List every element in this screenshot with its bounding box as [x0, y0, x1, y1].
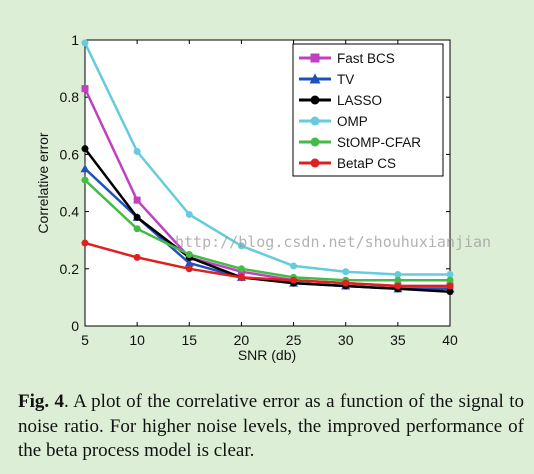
- data-point: [446, 282, 454, 290]
- data-point: [184, 258, 194, 267]
- figure-panel: 5 10 15 20 25 30 35 40 0 0.2 0.4 0.6 0.8 1 http://blo…: [35, 32, 492, 363]
- data-point: [394, 271, 402, 279]
- x-tick-label: 35: [390, 332, 406, 348]
- y-tick-label: 0.8: [60, 89, 80, 105]
- data-point: [185, 251, 193, 258]
- legend-label: StOMP-CFAR: [337, 135, 421, 150]
- data-point: [290, 276, 298, 284]
- legend-label: OMP: [337, 114, 368, 129]
- x-tick-label: 20: [234, 332, 250, 348]
- x-axis-title: SNR (db): [238, 347, 296, 363]
- watermark-text: http://blog.csdn.net/shouhuxianjian: [175, 233, 491, 251]
- x-tick-label: 25: [286, 332, 302, 348]
- data-point: [133, 213, 141, 221]
- legend-label: TV: [337, 72, 354, 87]
- caption-text: . A plot of the correlative error as a f…: [18, 391, 524, 461]
- y-tick-label: 0.6: [60, 146, 80, 162]
- legend-marker: [310, 137, 320, 147]
- x-tick-label: 10: [129, 332, 145, 348]
- legend: Fast BCS TV LASSO OMP StOMP-CFAR BetaP CS: [292, 43, 444, 177]
- y-tick-label: 0.4: [60, 204, 80, 220]
- y-tick-label: 1: [71, 32, 79, 48]
- data-point: [133, 148, 141, 156]
- data-point: [446, 288, 454, 296]
- axis-ticks: 5 10 15 20 25 30 35 40 0 0.2 0.4 0.6 0.8 1: [60, 32, 458, 348]
- figure-caption: Fig. 4. A plot of the correlative error …: [18, 390, 524, 464]
- legend-entry-fast-bcs: Fast BCS: [299, 51, 395, 66]
- data-point: [81, 176, 89, 184]
- legend-label: LASSO: [337, 93, 382, 108]
- data-point: [81, 39, 89, 47]
- legend-entry-omp: OMP: [299, 114, 368, 129]
- data-point: [133, 253, 141, 261]
- series-line-stomp-cfar: [84, 179, 450, 282]
- data-point: [185, 265, 193, 273]
- y-tick-label: 0: [71, 318, 79, 334]
- data-point: [237, 242, 245, 250]
- legend-entry-lasso: LASSO: [299, 93, 382, 108]
- legend-marker: [310, 53, 320, 63]
- legend-label: BetaP CS: [337, 156, 396, 171]
- legend-entry-tv: TV: [299, 72, 354, 87]
- data-point: [446, 276, 454, 284]
- data-point: [394, 282, 402, 290]
- data-point: [81, 85, 89, 93]
- x-tick-label: 40: [442, 332, 458, 348]
- data-point: [81, 145, 89, 153]
- series-betap-cs: [81, 239, 454, 290]
- series-layer: [80, 39, 455, 296]
- legend-marker: [310, 116, 320, 126]
- data-point: [81, 239, 89, 247]
- data-point: [185, 210, 193, 218]
- data-point: [290, 262, 298, 270]
- data-point: [342, 279, 350, 287]
- line-chart: 5 10 15 20 25 30 35 40 0 0.2 0.4 0.6 0.8 1 http://blo…: [35, 32, 491, 363]
- series-omp: [81, 39, 454, 279]
- caption-label: Fig. 4: [18, 391, 65, 412]
- series-line-betap-cs: [84, 241, 450, 288]
- series-line-omp: [83, 42, 450, 276]
- legend-box: [292, 43, 444, 177]
- data-point: [446, 271, 454, 279]
- legend-label: Fast BCS: [337, 51, 395, 66]
- series-line-lasso: [84, 147, 451, 293]
- data-point: [237, 273, 245, 281]
- x-tick-label: 30: [338, 332, 354, 348]
- legend-marker: [309, 73, 321, 84]
- data-point: [133, 225, 141, 233]
- data-point: [342, 268, 350, 276]
- legend-marker: [310, 158, 320, 168]
- legend-entry-betap-cs: BetaP CS: [299, 156, 396, 171]
- legend-entry-stomp-cfar: StOMP-CFAR: [299, 135, 421, 150]
- y-axis-title: Correlative error: [35, 132, 51, 233]
- x-tick-label: 15: [181, 332, 197, 348]
- legend-marker: [310, 95, 320, 105]
- y-tick-label: 0.2: [60, 261, 80, 277]
- data-point: [394, 276, 402, 284]
- data-point: [237, 265, 245, 273]
- data-point: [80, 164, 90, 173]
- x-tick-label: 5: [81, 332, 89, 348]
- series-stomp-cfar: [81, 176, 454, 284]
- data-point: [133, 196, 141, 204]
